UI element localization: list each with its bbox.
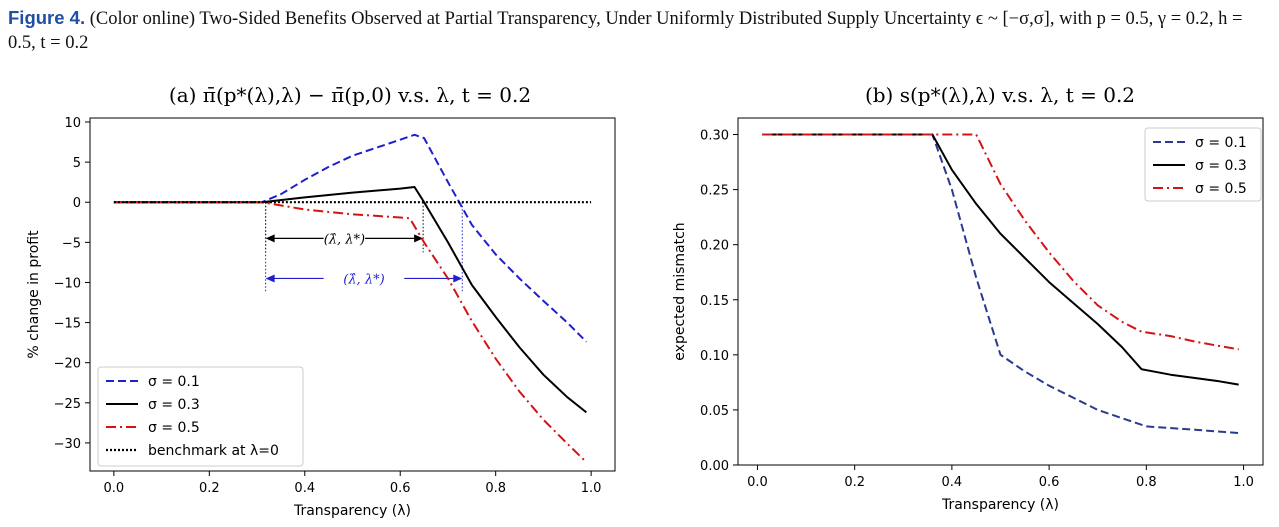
panel-a-ytick-label: 5 xyxy=(73,156,81,171)
legend-entry-label: σ = 0.5 xyxy=(148,420,200,436)
panel-b-legend: σ = 0.1 σ = 0.3 σ = 0.5 xyxy=(1144,127,1262,202)
panel-a-ytick-label: −15 xyxy=(54,317,81,332)
panel-b-xtick-label: 0.0 xyxy=(747,475,768,490)
panel-b-ytick-label: 0.25 xyxy=(700,184,729,199)
panel-a-y-axis-label: % change in profit xyxy=(26,230,42,359)
panel-b-y-axis-label: expected mismatch xyxy=(672,222,688,360)
panel-a-ytick-label: −5 xyxy=(62,236,81,251)
annotation-right-arrowhead xyxy=(414,234,424,243)
figure-label: Figure 4. xyxy=(8,7,86,28)
panel-a-ytick-label: 0 xyxy=(73,196,81,211)
panel-b-xtick-label: 0.4 xyxy=(942,475,963,490)
panel-b-title: (b) s(p*(λ),λ) v.s. λ, t = 0.2 xyxy=(865,83,1135,107)
annotation-left-arrowhead xyxy=(265,274,275,283)
panel-a-xtick-label: 0.2 xyxy=(199,481,220,496)
panel-a-ytick-label: 10 xyxy=(64,116,81,131)
panel-a-interval-annotation: (λ̂, λ*) xyxy=(265,202,424,253)
panel-a-series-line xyxy=(113,186,588,414)
panel-b-series-line xyxy=(762,133,1239,435)
panel-a-xtick-label: 0.8 xyxy=(485,481,506,496)
panel-a-ytick-label: −20 xyxy=(54,357,81,372)
panel-b-xtick-label: 0.8 xyxy=(1136,475,1157,490)
panel-a-xtick-label: 1.0 xyxy=(581,481,602,496)
annotation-label: (λ̂, λ*) xyxy=(343,272,384,287)
panel-b-ytick-label: 0.15 xyxy=(700,294,729,309)
panel-b-ytick-label: 0.20 xyxy=(700,239,729,254)
panel-a-legend: σ = 0.1 σ = 0.3 σ = 0.5 benchmark at λ=0 xyxy=(97,366,304,467)
panel-a-axes-frame xyxy=(89,117,616,472)
legend-entry-label: σ = 0.3 xyxy=(1195,158,1247,174)
panel-a-series-line xyxy=(113,133,588,343)
panel-a-ytick-label: −30 xyxy=(54,437,81,452)
legend-box xyxy=(97,366,304,467)
panel-a-ytick-label: −25 xyxy=(54,397,81,412)
annotation-right-arrowhead xyxy=(453,274,463,283)
legend-box xyxy=(1144,127,1262,202)
annotation-label: (λ̂, λ*) xyxy=(324,232,365,247)
legend-entry-label: σ = 0.3 xyxy=(148,397,200,413)
panel-b-axes-frame xyxy=(737,117,1264,466)
panel-b-xtick-label: 0.2 xyxy=(844,475,865,490)
annotation-left-arrowhead xyxy=(265,234,275,243)
figure-caption: Figure 4. (Color online) Two-Sided Benef… xyxy=(8,6,1270,55)
legend-entry-label: σ = 0.1 xyxy=(148,374,200,390)
legend-entry-label: benchmark at λ=0 xyxy=(148,443,279,459)
panel-b-ytick-label: 0.00 xyxy=(700,459,729,474)
panel-b-ytick-label: 0.10 xyxy=(700,349,729,364)
legend-entry-label: σ = 0.5 xyxy=(1195,181,1247,197)
panel-b-xtick-label: 0.6 xyxy=(1039,475,1060,490)
panel-a-x-axis-label: Transparency (λ) xyxy=(293,503,411,519)
legend-entry-label: σ = 0.1 xyxy=(1195,135,1247,151)
panel-b-xtick-label: 1.0 xyxy=(1233,475,1254,490)
panel-a-xtick-label: 0.0 xyxy=(104,481,125,496)
panel-b-series-line xyxy=(762,133,1239,351)
panel-b-ytick-label: 0.05 xyxy=(700,404,729,419)
panel-a-interval-annotation: (λ̂, λ*) xyxy=(265,202,463,293)
figure-caption-text: (Color online) Two-Sided Benefits Observ… xyxy=(8,9,1243,53)
panel-b-series-line xyxy=(762,133,1239,386)
panel-b-x-axis-label: Transparency (λ) xyxy=(941,497,1059,513)
panel-a-series-line xyxy=(113,201,588,463)
panel-a-ytick-label: −10 xyxy=(54,276,81,291)
panel-a-title: (a) π̄(p*(λ),λ) − π̄(p,0) v.s. λ, t = 0.… xyxy=(169,83,531,107)
panel-a-xtick-label: 0.6 xyxy=(390,481,411,496)
panel-a-xtick-label: 0.4 xyxy=(294,481,315,496)
panel-b-ytick-label: 0.30 xyxy=(700,129,729,144)
